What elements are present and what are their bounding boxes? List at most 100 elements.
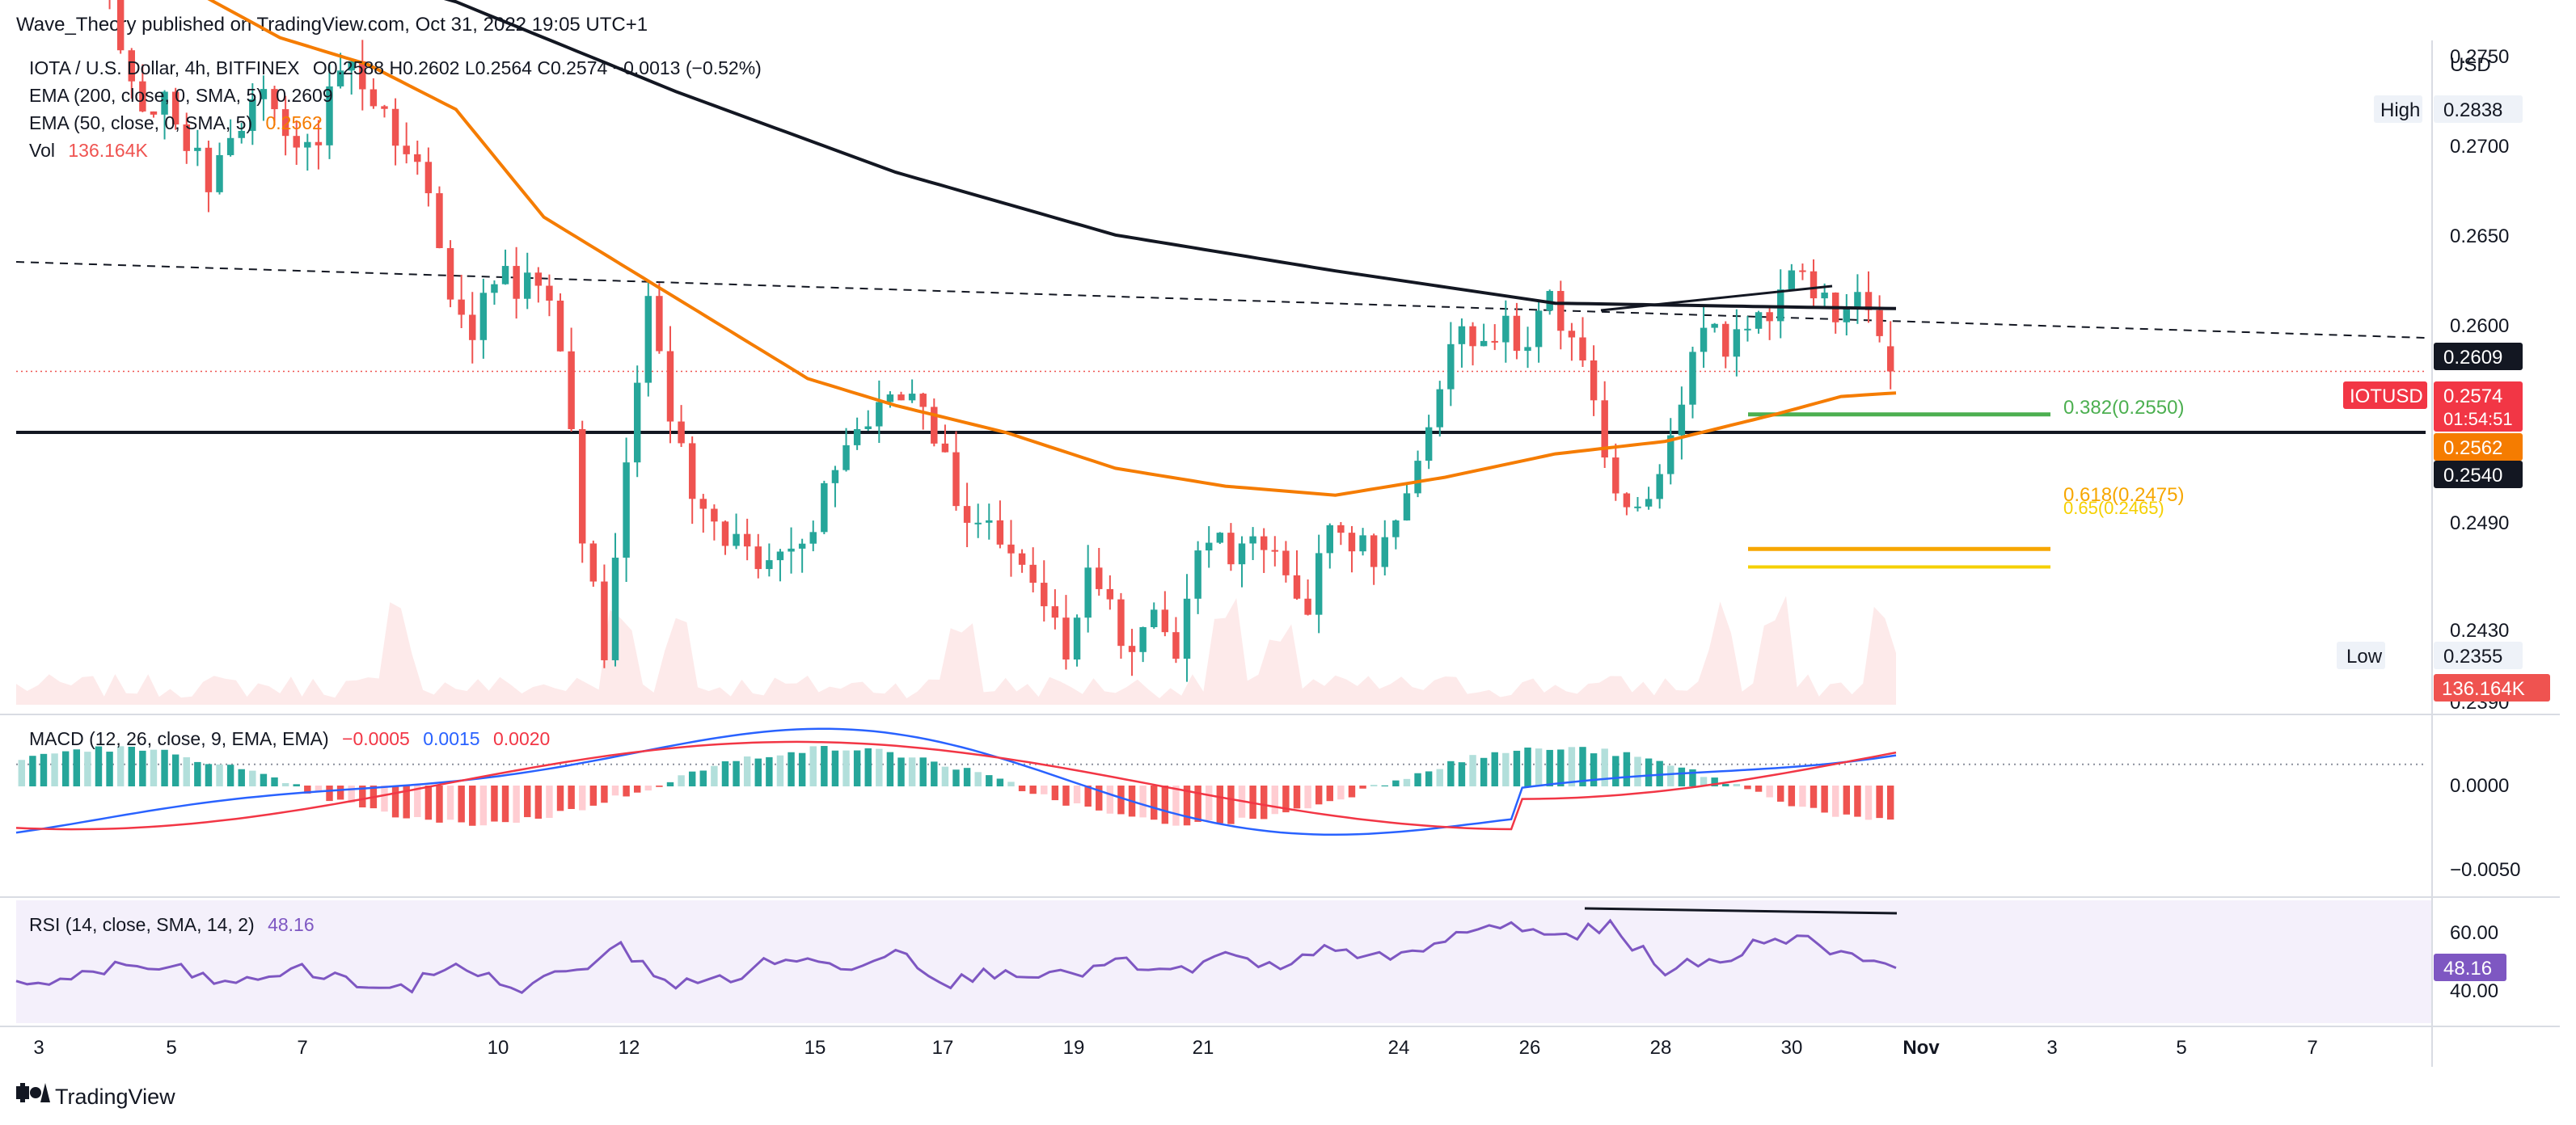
macd-histogram-bar xyxy=(524,786,531,818)
candle xyxy=(1788,263,1796,291)
candle-body xyxy=(139,81,146,112)
candle-body xyxy=(271,89,278,110)
candle-body xyxy=(1766,312,1773,322)
macd-histogram-bar xyxy=(1722,784,1729,786)
candle-body xyxy=(986,520,993,523)
time-tick-label: Nov xyxy=(1902,1037,1940,1059)
macd-histogram-bar xyxy=(1458,762,1466,786)
currency-label: USD xyxy=(2450,54,2491,76)
footer-brand[interactable]: TradingView xyxy=(16,1083,175,1109)
candle-body xyxy=(644,296,652,383)
macd-histogram-bar xyxy=(1799,786,1806,807)
candle xyxy=(568,327,575,432)
macd-histogram-bar xyxy=(116,746,125,786)
macd-histogram-bar xyxy=(952,769,960,786)
macd-histogram-bar xyxy=(1062,786,1070,806)
price-axis-ticks[interactable]: 0.28500.28000.27500.27000.26500.26000.24… xyxy=(2450,0,2509,714)
time-tick-label: 12 xyxy=(619,1037,640,1059)
last-price-tag: IOTUSD 0.2574 01:54:51 xyxy=(2343,381,2523,432)
macd-histogram-bar xyxy=(491,786,498,822)
candle xyxy=(336,53,344,89)
candle-body xyxy=(1886,346,1894,372)
candle-body xyxy=(1348,533,1356,552)
candle-body xyxy=(226,137,234,155)
macd-histogram-bar xyxy=(1502,752,1510,786)
candle-body xyxy=(1414,461,1421,494)
candle xyxy=(556,293,564,352)
ema200-value: 0.2609 xyxy=(276,85,332,106)
macd-histogram-bar xyxy=(1579,747,1586,786)
candle-body xyxy=(623,462,630,558)
candle xyxy=(611,533,619,667)
ohlc-values: O0.2588 H0.2602 L0.2564 C0.2574 −0.0013 … xyxy=(313,57,762,78)
candle xyxy=(776,549,784,582)
candle xyxy=(348,60,355,95)
candle-body xyxy=(1403,493,1411,520)
candle xyxy=(546,274,553,317)
macd-histogram-bar xyxy=(1282,786,1290,813)
candle xyxy=(1337,521,1345,546)
main-legend: IOTA / U.S. Dollar, 4h, BITFINEX O0.2588… xyxy=(29,57,762,161)
candle-body xyxy=(842,445,850,470)
candle xyxy=(1623,492,1631,516)
candle xyxy=(501,249,509,285)
candle-body xyxy=(1172,632,1180,659)
candle-body xyxy=(1568,331,1576,338)
macd-line-value: 0.0015 xyxy=(423,728,479,749)
macd-histogram-bar xyxy=(403,786,410,819)
macd-histogram-bar xyxy=(1359,786,1366,789)
candle xyxy=(315,120,323,170)
candle xyxy=(1689,346,1696,419)
candle xyxy=(1711,322,1718,333)
candle-body xyxy=(171,91,179,124)
candle xyxy=(414,141,421,175)
candle xyxy=(666,326,674,444)
candle xyxy=(1271,536,1279,567)
candle xyxy=(1886,321,1894,390)
candle-body xyxy=(1843,307,1851,322)
macd-histogram-bar xyxy=(1876,786,1883,819)
macd-histogram-bar xyxy=(1304,786,1311,809)
macd-histogram-bar xyxy=(611,786,619,796)
candle-body xyxy=(1557,291,1565,331)
low-tag-value-bg xyxy=(2434,642,2523,669)
candle xyxy=(108,0,111,10)
macd-histogram-bar xyxy=(931,761,938,786)
time-tick-label: 24 xyxy=(1388,1037,1410,1059)
macd-histogram-bar xyxy=(897,757,905,786)
candle-body xyxy=(293,136,300,148)
candle-body xyxy=(1062,617,1070,660)
time-axis[interactable]: 3 5 7 10 12 15 17 19 21 24 26 28 30 Nov 3 5 7 xyxy=(33,1037,2317,1059)
candle-body xyxy=(1612,457,1620,494)
macd-histogram-bar xyxy=(391,786,399,818)
candle-body xyxy=(491,284,498,293)
candle xyxy=(1535,301,1543,363)
candle xyxy=(809,520,817,552)
macd-histogram-bar xyxy=(1612,756,1620,786)
candle xyxy=(1381,520,1388,575)
macd-histogram-bar xyxy=(51,753,58,786)
candle xyxy=(1062,595,1070,670)
candle xyxy=(1755,310,1763,334)
macd-histogram-bar xyxy=(479,786,488,826)
candle-body xyxy=(348,61,355,71)
macd-histogram-bar xyxy=(336,786,344,800)
macd-histogram-bar xyxy=(1041,786,1048,794)
candle-body xyxy=(1755,312,1763,329)
candle-body xyxy=(1469,326,1476,347)
macd-histogram-bar xyxy=(183,756,190,786)
macd-histogram-bar xyxy=(699,770,707,786)
candle xyxy=(281,95,289,156)
ema200-tag-bg xyxy=(2434,343,2523,370)
macd-histogram-bar xyxy=(205,764,213,786)
candle-body xyxy=(370,89,378,107)
macd-histogram-bar xyxy=(1766,786,1773,798)
candle xyxy=(260,75,268,121)
candle-body xyxy=(1788,270,1796,290)
macd-histogram-bar xyxy=(1370,785,1378,786)
candle-body xyxy=(403,145,410,154)
macd-histogram-bar xyxy=(1348,786,1356,798)
candle-body xyxy=(788,548,795,552)
candle xyxy=(1491,324,1498,351)
